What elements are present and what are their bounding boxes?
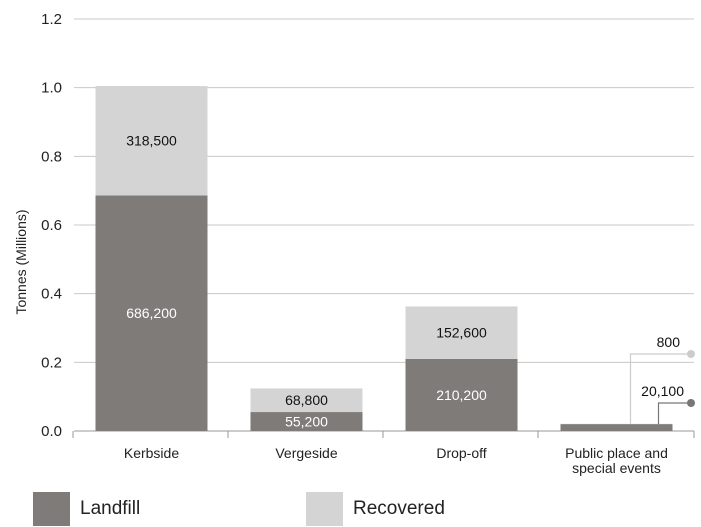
bar-landfill — [560, 424, 673, 431]
category-label: Public place and — [565, 445, 668, 461]
bar-landfill — [95, 195, 208, 431]
category-label: special events — [572, 460, 661, 476]
legend-recovered-swatch — [306, 492, 343, 526]
data-label-landfill: 55,200 — [285, 414, 328, 430]
legend-recovered: Recovered — [306, 492, 445, 526]
category-label: Kerbside — [124, 445, 179, 461]
y-tick-label: 1.2 — [41, 11, 62, 28]
callout-dot-recovered — [687, 350, 695, 358]
data-label-landfill: 686,200 — [126, 305, 177, 321]
legend-landfill-swatch — [33, 492, 70, 526]
legend-landfill-label: Landfill — [80, 498, 141, 519]
y-tick-label: 0.6 — [41, 217, 62, 234]
bar-recovered — [95, 86, 208, 196]
category-label: Drop-off — [436, 445, 486, 461]
callout-line-recovered — [629, 353, 691, 424]
data-label-recovered: 68,800 — [285, 392, 328, 408]
y-tick-label: 0.8 — [41, 148, 62, 165]
y-axis-label: Tonnes (Millions) — [13, 209, 29, 314]
data-label-landfill: 210,200 — [436, 387, 487, 403]
bars: 686,200 318,500 55,200 68,800 210,200 152,600 — [95, 86, 673, 431]
data-label-recovered: 800 — [657, 334, 681, 350]
legend-recovered-label: Recovered — [353, 498, 445, 519]
y-tick-label: 0.0 — [41, 423, 62, 440]
y-tick-labels: 0.0 0.2 0.4 0.6 0.8 1.0 1.2 — [41, 11, 62, 440]
callout-dot-landfill — [687, 399, 695, 407]
y-tick-label: 0.4 — [41, 286, 62, 303]
category-labels: Kerbside Vergeside Drop-off Public place an… — [124, 445, 668, 476]
callout-line-landfill — [657, 402, 691, 425]
bar-landfill — [250, 412, 363, 431]
y-tick-label: 1.0 — [41, 80, 62, 97]
callouts: 800 20,100 — [629, 334, 695, 425]
data-label-landfill: 20,100 — [641, 383, 684, 399]
data-label-recovered: 152,600 — [436, 325, 487, 341]
chart: 0.0 0.2 0.4 0.6 0.8 1.0 1.2 686,200 318,500 55,2… — [13, 11, 695, 476]
y-tick-label: 0.2 — [41, 354, 62, 371]
bar-landfill — [405, 358, 518, 431]
data-label-recovered: 318,500 — [126, 133, 177, 149]
legend-landfill: Landfill — [33, 492, 140, 526]
bar-recovered — [405, 306, 518, 359]
bar-recovered — [250, 388, 363, 413]
category-label: Vergeside — [275, 445, 337, 461]
